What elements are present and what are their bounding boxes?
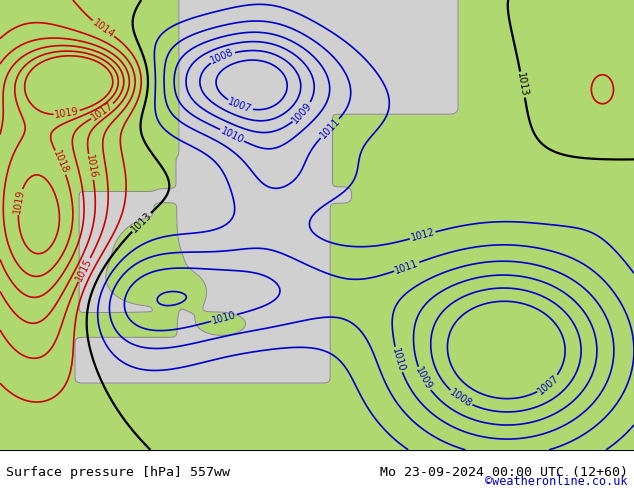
Text: 1016: 1016 [84, 154, 98, 180]
Text: 1010: 1010 [211, 310, 237, 326]
Text: 1010: 1010 [390, 346, 406, 373]
Text: 1019: 1019 [54, 107, 80, 120]
Text: 1007: 1007 [227, 97, 254, 115]
Text: 1011: 1011 [318, 116, 342, 141]
Text: 1013: 1013 [515, 72, 529, 98]
Text: 1017: 1017 [89, 100, 115, 122]
Text: Mo 23-09-2024 00:00 UTC (12+60): Mo 23-09-2024 00:00 UTC (12+60) [380, 466, 628, 479]
Text: 1014: 1014 [91, 17, 116, 40]
Text: 1015: 1015 [74, 257, 94, 283]
Text: 1007: 1007 [536, 373, 561, 396]
Text: 1012: 1012 [410, 227, 436, 244]
Text: 1008: 1008 [448, 388, 474, 409]
Text: 1010: 1010 [219, 125, 245, 145]
Text: ©weatheronline.co.uk: ©weatheronline.co.uk [485, 475, 628, 488]
Text: 1009: 1009 [413, 366, 434, 392]
Text: 1008: 1008 [209, 48, 236, 66]
Text: 1011: 1011 [394, 258, 420, 275]
Text: Surface pressure [hPa] 557ww: Surface pressure [hPa] 557ww [6, 466, 230, 479]
Text: 1018: 1018 [51, 149, 70, 175]
Text: 1019: 1019 [13, 189, 26, 215]
Text: 1013: 1013 [129, 210, 153, 234]
Text: 1009: 1009 [290, 100, 314, 125]
